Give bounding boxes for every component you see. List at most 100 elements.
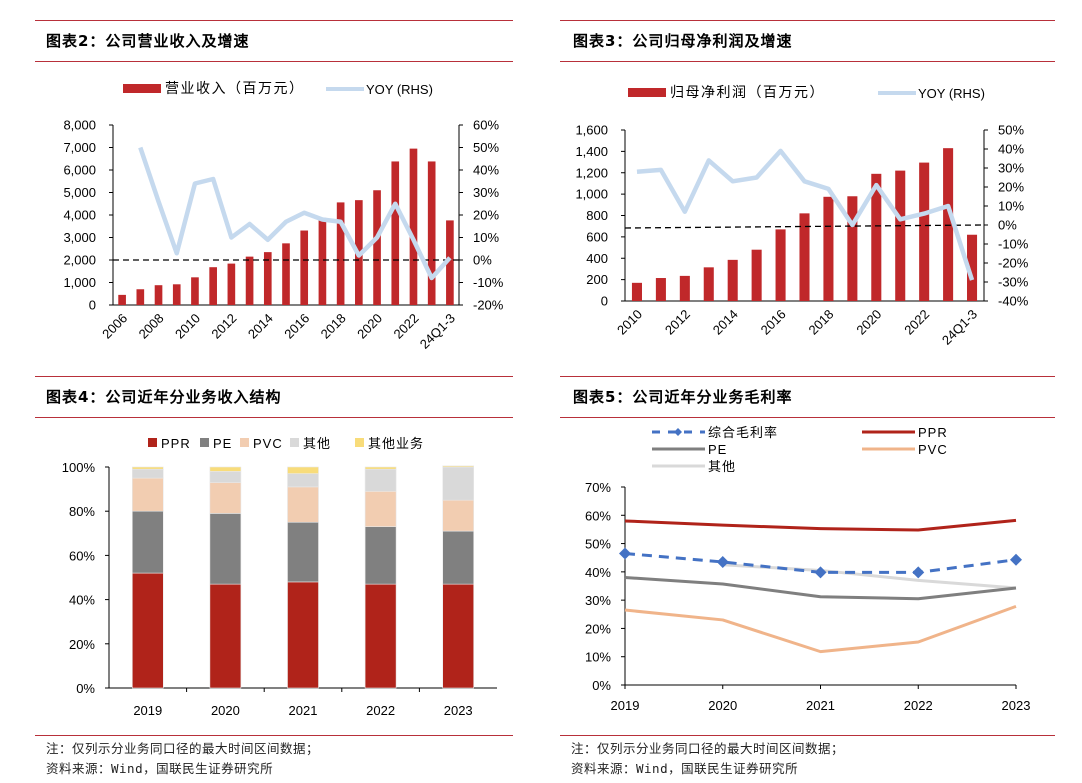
chart3-y2tick-label: -20% — [998, 256, 1029, 271]
chart2-bar-2015 — [282, 243, 290, 305]
chart3-xtick-label: 2014 — [710, 307, 741, 338]
chart2-xtick-label: 2014 — [245, 311, 276, 342]
footnote-right: 注：仅列示分业务同口径的最大时间区间数据； — [571, 741, 845, 756]
chart3-y2tick-label: -40% — [998, 294, 1029, 309]
chart2-bar-2010 — [191, 277, 199, 305]
chart2-y2tick-label: 40% — [473, 163, 499, 178]
chart2-y2tick-label: -20% — [473, 298, 504, 313]
chart4-segment-PPR-2020 — [209, 583, 242, 689]
chart4-segment-PPR-2022 — [364, 583, 397, 689]
chart3-y2tick-label: 0% — [998, 218, 1017, 233]
rule-mid-title-left — [35, 417, 513, 418]
chart5-marker-2019 — [619, 547, 631, 560]
chart2-legend-yoy-label: YOY (RHS) — [366, 82, 433, 97]
chart4-ytick-label: 80% — [69, 504, 95, 519]
chart2-bar-2023 — [427, 161, 436, 305]
chart5-ytick-label: 0% — [592, 678, 611, 693]
chart2-bar-2009 — [172, 284, 181, 305]
chart3-y2tick-label: 50% — [998, 123, 1024, 138]
chart2-bar-2016 — [300, 230, 309, 305]
chart2-bar-2020 — [373, 190, 381, 305]
chart3-xtick-label: 2016 — [758, 307, 789, 338]
chart2-xtick-label: 2020 — [354, 311, 385, 342]
chart3-y2tick-label: 40% — [998, 142, 1024, 157]
chart3-ytick-label: 1,000 — [575, 187, 608, 202]
chart5-legend-label-PVC: PVC — [918, 442, 948, 457]
chart4-ytick-label: 100% — [62, 460, 96, 475]
chart2-y2tick-label: 30% — [473, 185, 499, 200]
chart4-legend-label-PVC: PVC — [253, 436, 283, 451]
chart5-legend-label-PPR: PPR — [918, 425, 948, 440]
chart4-legend-label-其他业务: 其他业务 — [368, 436, 424, 451]
chart5-marker-2021 — [814, 566, 827, 579]
chart3-ytick-label: 200 — [586, 272, 608, 287]
chart5-xtick-label: 2021 — [806, 698, 835, 713]
chart3-bar-2012 — [679, 275, 690, 301]
chart3-bar-2018 — [823, 196, 834, 301]
rule-bottom-left — [35, 735, 513, 736]
chart4-xtick-label: 2022 — [366, 703, 395, 718]
chart4-segment-PE-2021 — [287, 521, 319, 583]
chart3-ytick-label: 0 — [601, 294, 608, 309]
chart4-legend-label-PE: PE — [213, 436, 232, 451]
chart2-y2tick-label: 20% — [473, 208, 499, 223]
chart4-xtick-label: 2023 — [444, 703, 473, 718]
chart5-ytick-label: 10% — [585, 650, 611, 665]
chart4-legend-label-其他: 其他 — [303, 436, 331, 451]
chart2-xtick-label: 2022 — [391, 311, 422, 342]
chart4-segment-其他-2019 — [132, 468, 164, 479]
chart2-bar-2017 — [318, 217, 327, 305]
chart4-legend-label-PPR: PPR — [161, 436, 191, 451]
chart5-ytick-label: 30% — [585, 593, 611, 608]
chart5-line-PPR — [624, 518, 1017, 532]
chart4-xtick-label: 2021 — [289, 703, 318, 718]
chart5-line-其他 — [722, 563, 1017, 590]
chart2-bar-2018 — [336, 202, 345, 305]
chart4-legend-swatch-PPR — [148, 438, 157, 447]
chart3-bar-2015 — [751, 249, 762, 301]
chart4-ytick-label: 20% — [69, 637, 95, 652]
chart3-xtick-label: 2022 — [901, 307, 932, 338]
chart2-xtick-label: 2010 — [172, 311, 203, 342]
chart4-segment-PPR-2019 — [132, 572, 164, 689]
rule-top-left — [35, 20, 513, 21]
chart2-ytick-label: 2,000 — [63, 253, 96, 268]
source-right: 资料来源：Wind，国联民生证券研究所 — [571, 761, 799, 776]
chart4-segment-PPR-2023 — [442, 583, 475, 689]
footnote-left: 注：仅列示分业务同口径的最大时间区间数据； — [46, 741, 320, 756]
chart2-legend-bar-swatch — [123, 84, 161, 93]
chart4-legend-swatch-PVC — [240, 438, 249, 447]
chart4-segment-PVC-2023 — [442, 499, 475, 532]
chart2-legend-bar-label: 营业收入（百万元） — [165, 80, 305, 96]
chart4-segment-PE-2022 — [364, 526, 397, 585]
chart5-xtick-label: 2023 — [1002, 698, 1031, 713]
rule-mid-right — [560, 376, 1055, 377]
chart5-xtick-label: 2020 — [708, 698, 737, 713]
chart5-line-PE — [624, 576, 1017, 601]
chart3-y2tick-label: -30% — [998, 275, 1029, 290]
chart3-bar-24Q1-3 — [967, 234, 978, 301]
chart2-bar-2011 — [209, 267, 217, 305]
chart4-segment-PE-2020 — [209, 513, 242, 585]
rule-top-right — [560, 20, 1055, 21]
chart3-ytick-label: 600 — [586, 229, 608, 244]
chart4-legend-swatch-其他 — [290, 438, 299, 447]
source-left: 资料来源：Wind，国联民生证券研究所 — [46, 761, 274, 776]
chart3-xtick-label: 24Q1-3 — [939, 307, 980, 348]
chart2-bar-24Q1-3 — [446, 220, 454, 305]
rule-title-left — [35, 61, 513, 62]
chart2-y2tick-label: -10% — [473, 275, 504, 290]
chart2-bar-2008 — [154, 285, 163, 305]
chart2-ytick-label: 7,000 — [63, 140, 96, 155]
chart3-bar-2019 — [847, 196, 858, 301]
chart2-bar-2022 — [409, 148, 418, 305]
chart2-y2tick-label: 10% — [473, 230, 499, 245]
chart2-xtick-label: 2006 — [99, 311, 130, 342]
chart3-bar-2010 — [631, 282, 642, 301]
chart5-ytick-label: 70% — [585, 480, 611, 495]
chart3-xtick-label: 2020 — [853, 307, 884, 338]
chart2-bar-2006 — [118, 294, 126, 305]
chart5-marker-2023 — [1010, 553, 1022, 566]
chart4-title: 图表4：公司近年分业务收入结构 — [46, 388, 282, 406]
